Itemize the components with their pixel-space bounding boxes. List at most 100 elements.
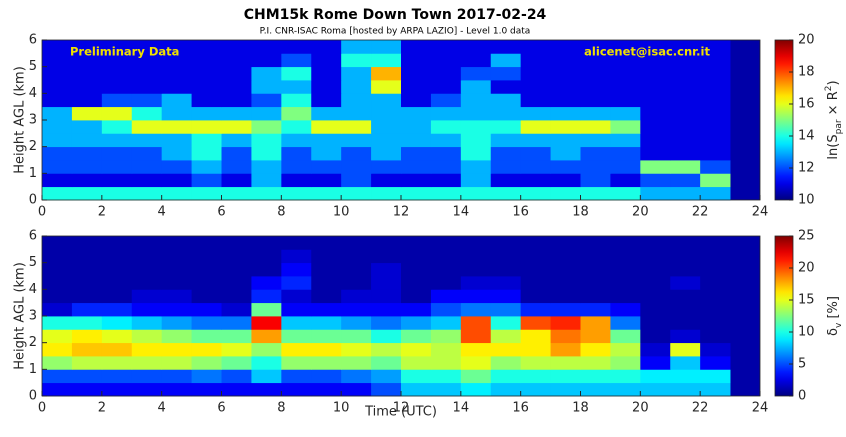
heatmap-cell (581, 369, 611, 383)
heatmap-cell (431, 80, 461, 94)
heatmap-cell (341, 40, 371, 54)
x-tick-label: 16 (512, 401, 529, 416)
heatmap-cell (132, 93, 162, 107)
heatmap-cell (251, 316, 281, 330)
heatmap-cell (281, 147, 311, 161)
y-tick-label: 2 (29, 139, 37, 154)
heatmap-cell (341, 369, 371, 383)
heatmap-cell (610, 173, 640, 187)
heatmap-cell (371, 80, 401, 94)
heatmap-cell (461, 67, 491, 81)
heatmap-cell (251, 289, 281, 303)
heatmap-cell (42, 236, 72, 250)
heatmap-cell (640, 236, 670, 250)
heatmap-cell (132, 67, 162, 81)
heatmap-cell (431, 303, 461, 317)
heatmap-cell (251, 303, 281, 317)
heatmap-cell (341, 53, 371, 67)
heatmap-cell (401, 40, 431, 54)
heatmap-cell (311, 133, 341, 147)
heatmap-cell (132, 303, 162, 317)
heatmap-cell (521, 303, 551, 317)
heatmap-cell (700, 316, 730, 330)
heatmap-cell (610, 147, 640, 161)
heatmap-cell (700, 120, 730, 134)
heatmap-cell (461, 187, 491, 201)
heatmap-cell (162, 93, 192, 107)
heatmap-cell (192, 303, 222, 317)
heatmap-cell (521, 120, 551, 134)
heatmap-cell (341, 383, 371, 397)
heatmap-cell (42, 303, 72, 317)
heatmap-cell (311, 356, 341, 370)
x-tick-label: 14 (453, 401, 470, 416)
heatmap-cell (551, 356, 581, 370)
heatmap-cell (610, 343, 640, 357)
heatmap-cell (42, 107, 72, 121)
heatmap-cell (640, 187, 670, 201)
heatmap-cell (72, 276, 102, 290)
heatmap-cell (640, 263, 670, 277)
heatmap-cell (491, 249, 521, 263)
heatmap-cell (222, 383, 252, 397)
heatmap-cell (670, 67, 700, 81)
heatmap-cell (162, 369, 192, 383)
heatmap-cell (670, 173, 700, 187)
heatmap-cell (72, 133, 102, 147)
heatmap-cell (610, 369, 640, 383)
heatmap-cell (102, 93, 132, 107)
heatmap-cell (551, 80, 581, 94)
chart-title: CHM15k Rome Down Town 2017-02-24 (244, 7, 547, 23)
heatmap-cell (162, 383, 192, 397)
colorbar-tick-label: 14 (798, 129, 815, 144)
heatmap-cell (341, 236, 371, 250)
heatmap-cell (281, 276, 311, 290)
heatmap-cell (371, 53, 401, 67)
heatmap-cell (401, 343, 431, 357)
heatmap-cell (401, 289, 431, 303)
heatmap-cell (251, 160, 281, 174)
heatmap-cell (401, 249, 431, 263)
heatmap-cell (700, 303, 730, 317)
heatmap-cell (42, 147, 72, 161)
heatmap-cell (102, 120, 132, 134)
heatmap-cell (42, 40, 72, 54)
heatmap-cell (132, 133, 162, 147)
heatmap-cell (42, 329, 72, 343)
heatmap-cell (102, 316, 132, 330)
heatmap-cell (132, 369, 162, 383)
heatmap-cell (162, 147, 192, 161)
heatmap-cell (431, 343, 461, 357)
heatmap-cell (192, 343, 222, 357)
heatmap-cell (371, 236, 401, 250)
heatmap-cell (42, 80, 72, 94)
heatmap-cell (551, 133, 581, 147)
heatmap-cell (551, 40, 581, 54)
heatmap-cell (640, 147, 670, 161)
heatmap-cell (521, 173, 551, 187)
heatmap-cell (222, 236, 252, 250)
heatmap-cell (431, 249, 461, 263)
heatmap-cell (640, 316, 670, 330)
heatmap-cell (521, 316, 551, 330)
heatmap-cell (521, 343, 551, 357)
x-tick-label: 18 (572, 205, 589, 220)
heatmap-cell (162, 80, 192, 94)
heatmap-cell (102, 187, 132, 201)
heatmap-cell (700, 173, 730, 187)
heatmap-cell (551, 383, 581, 397)
heatmap-cell (371, 40, 401, 54)
heatmap-cell (341, 160, 371, 174)
heatmap-cell (42, 120, 72, 134)
heatmap-cell (551, 276, 581, 290)
heatmap-cell (551, 369, 581, 383)
heatmap-cell (162, 249, 192, 263)
heatmap-cell (431, 263, 461, 277)
heatmap-cell (670, 329, 700, 343)
heatmap-cell (491, 369, 521, 383)
heatmap-cell (72, 147, 102, 161)
heatmap-cell (281, 53, 311, 67)
heatmap-cell (581, 303, 611, 317)
heatmap-cell (251, 356, 281, 370)
heatmap-cell (251, 173, 281, 187)
